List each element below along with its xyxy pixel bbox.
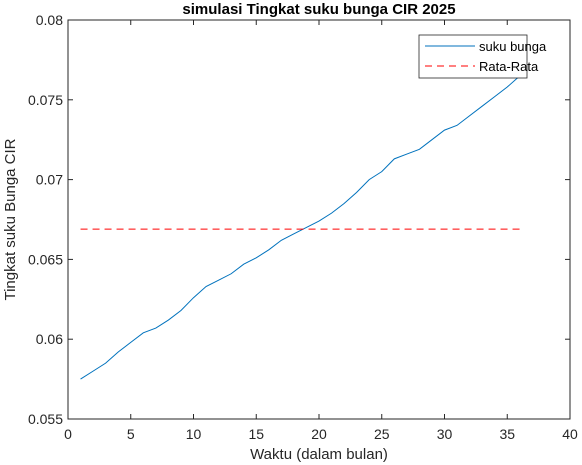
series-line-suku-bunga xyxy=(80,75,521,380)
y-tick-label: 0.06 xyxy=(36,331,63,347)
chart-title: simulasi Tingkat suku bunga CIR 2025 xyxy=(182,1,455,18)
y-axis-label: Tingkat suku Bunga CIR xyxy=(2,138,19,300)
legend-label-rata-rata: Rata-Rata xyxy=(479,59,539,74)
legend: suku bunga Rata-Rata xyxy=(418,34,547,79)
y-tick-label: 0.075 xyxy=(28,92,63,108)
x-tick-label: 0 xyxy=(64,426,72,442)
x-axis-label: Waktu (dalam bulan) xyxy=(250,446,388,463)
x-tick-label: 35 xyxy=(499,426,515,442)
series-layer xyxy=(80,75,521,380)
y-tick-label: 0.08 xyxy=(36,12,63,28)
x-tick-label: 25 xyxy=(374,426,390,442)
legend-label-suku-bunga: suku bunga xyxy=(479,39,547,54)
y-tick-label: 0.055 xyxy=(28,411,63,427)
ticks-layer: 0 5 10 15 20 25 30 35 40 0.055 0.06 0.065 0.07 0.075 0… xyxy=(28,12,578,442)
x-tick-label: 5 xyxy=(127,426,135,442)
x-tick-label: 30 xyxy=(437,426,453,442)
plot-area xyxy=(67,19,571,420)
x-tick-label: 10 xyxy=(186,426,202,442)
legend-box xyxy=(418,34,528,79)
x-tick-label: 15 xyxy=(248,426,264,442)
y-tick-label: 0.07 xyxy=(36,172,63,188)
y-tick-label: 0.065 xyxy=(28,251,63,267)
x-tick-label: 20 xyxy=(311,426,327,442)
x-tick-label: 40 xyxy=(562,426,578,442)
